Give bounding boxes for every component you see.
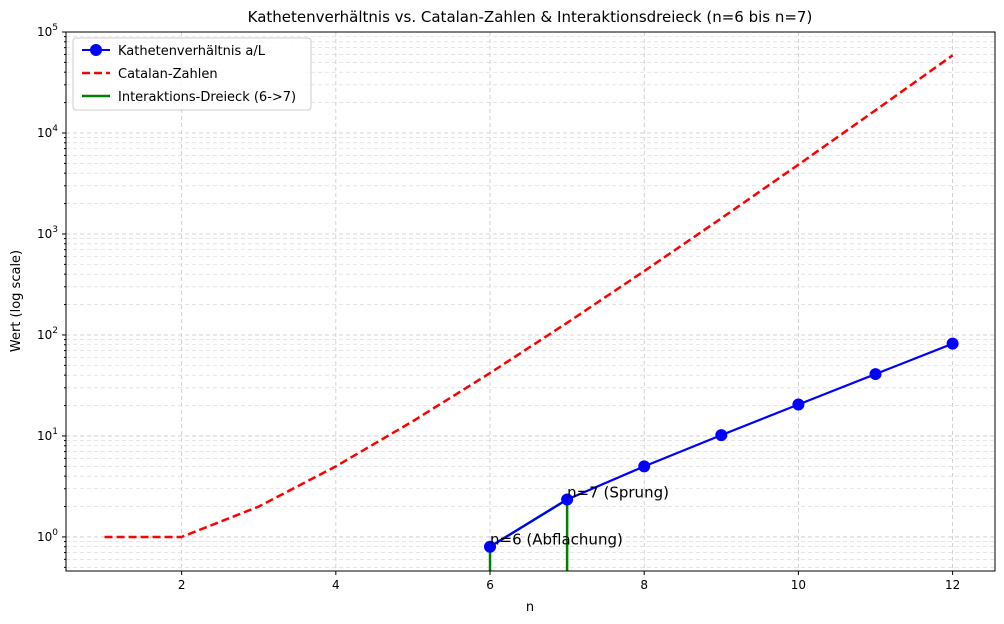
y-tick-label-5: 105 <box>37 23 58 39</box>
x-axis-label: n <box>526 600 534 615</box>
point-kathetenverhaeltnis-n8 <box>638 460 651 473</box>
y-axis: 100 101 102 103 104 105 <box>37 23 66 568</box>
point-kathetenverhaeltnis-n9 <box>715 429 728 442</box>
point-kathetenverhaeltnis-n10 <box>792 398 805 411</box>
x-tick-label-8: 8 <box>640 578 648 592</box>
x-tick-label-6: 6 <box>486 578 494 592</box>
x-tick-label-4: 4 <box>332 578 340 592</box>
annotation-1: n=6 (Abflachung) <box>490 531 623 549</box>
y-tick-label-1: 101 <box>37 427 58 443</box>
legend-label-dreieck: Interaktions-Dreieck (6->7) <box>118 90 296 105</box>
point-kathetenverhaeltnis-n11 <box>869 368 882 381</box>
y-tick-label-3: 103 <box>37 225 58 241</box>
series-layer <box>104 54 959 571</box>
annotation-2: n=7 (Sprung) <box>567 483 669 501</box>
point-kathetenverhaeltnis-n7 <box>561 493 574 506</box>
y-tick-label-0: 100 <box>37 528 58 544</box>
series-line-catalan <box>104 54 954 539</box>
point-kathetenverhaeltnis-n12 <box>946 337 959 350</box>
legend-label-catalan: Catalan-Zahlen <box>118 67 218 82</box>
x-tick-label-2: 2 <box>178 578 186 592</box>
y-tick-label-4: 104 <box>37 124 58 140</box>
x-tick-label-10: 10 <box>791 578 806 592</box>
x-axis: 2 4 6 8 10 12 <box>178 571 960 592</box>
x-tick-label-12: 12 <box>945 578 960 592</box>
annotations: n=6 (Abflachung) n=7 (Sprung) <box>490 483 669 548</box>
legend-marker-kathetenverhaeltnis <box>90 44 102 56</box>
chart-title: Kathetenverhältnis vs. Catalan-Zahlen & … <box>248 8 813 26</box>
legend-box <box>72 37 312 111</box>
y-tick-label-2: 102 <box>37 326 58 342</box>
legend: Kathetenverhältnis a/L Catalan-Zahlen In… <box>72 37 312 111</box>
plot-frame <box>65 31 996 572</box>
point-kathetenverhaeltnis-n6 <box>484 540 497 553</box>
y-axis-label: Wert (log scale) <box>9 250 24 352</box>
legend-label-kathetenverhaeltnis: Kathetenverhältnis a/L <box>118 44 266 59</box>
